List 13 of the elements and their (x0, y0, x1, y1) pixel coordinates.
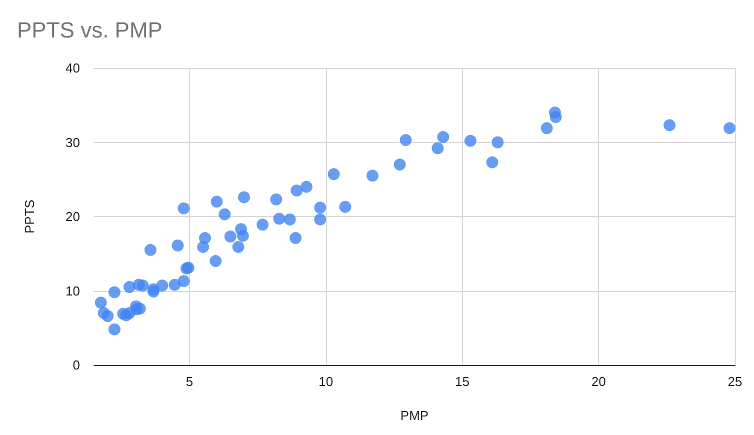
chart-title: PPTS vs. PMP (17, 18, 162, 42)
y-tick-label: 0 (72, 358, 80, 372)
y-axis-title: PPTS (22, 199, 37, 234)
x-tick-label: 25 (728, 374, 742, 389)
x-tick-label: 5 (186, 374, 194, 389)
x-tick-label: 20 (591, 374, 606, 389)
x-tick-label: 15 (455, 374, 470, 389)
x-tick-label: 10 (318, 374, 334, 389)
y-tick-label: 30 (66, 134, 80, 150)
y-tick-label: 20 (66, 209, 80, 224)
y-tick-label: 10 (66, 283, 80, 298)
x-axis-title: PMP (400, 408, 429, 423)
y-tick-label: 40 (66, 60, 80, 76)
